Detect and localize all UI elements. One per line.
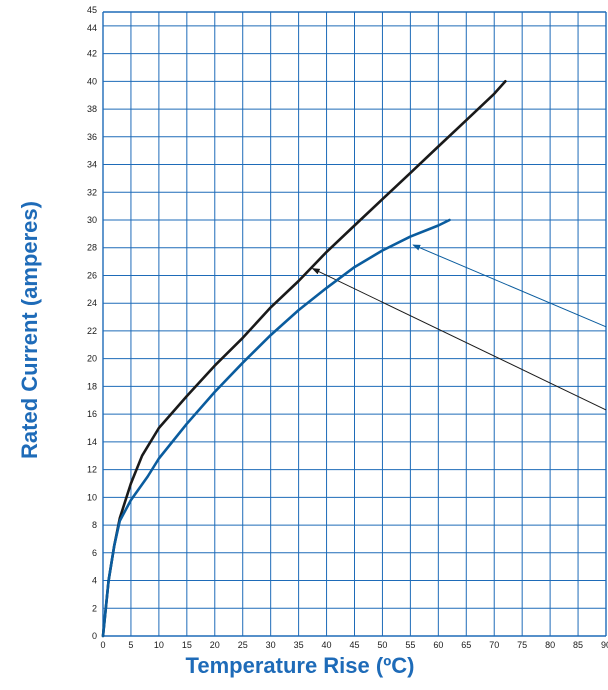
y-tick-label: 30 (87, 215, 97, 225)
x-tick-label: 70 (489, 640, 499, 650)
x-tick-label: 55 (405, 640, 415, 650)
x-tick-label: 5 (128, 640, 133, 650)
y-tick-label: 28 (87, 243, 97, 253)
y-tick-label: 8 (92, 520, 97, 530)
grid (102, 11, 607, 637)
y-tick-label: 6 (92, 548, 97, 558)
series-group (101, 80, 507, 638)
y-tick-label: 16 (87, 409, 97, 419)
y-tick-label: 26 (87, 270, 97, 280)
y-axis-title: Rated Current (amperes) (17, 201, 42, 459)
y-tick-label: 24 (87, 298, 97, 308)
y-tick-label: 14 (87, 437, 97, 447)
y-tick-label: 4 (92, 576, 97, 586)
x-axis-title: Temperature Rise (ºC) (186, 653, 415, 678)
series-line-black (101, 80, 507, 638)
x-tick-label: 0 (100, 640, 105, 650)
x-tick-label: 75 (517, 640, 527, 650)
annotation-arrow (311, 268, 607, 411)
annotation-arrows (311, 244, 607, 411)
x-tick-label: 60 (433, 640, 443, 650)
series-line-blue (101, 218, 451, 638)
y-tick-label: 20 (87, 354, 97, 364)
annotation-arrow (412, 244, 607, 328)
x-tick-label: 50 (377, 640, 387, 650)
x-tick-label: 90 (601, 640, 608, 650)
x-tick-label: 20 (210, 640, 220, 650)
x-tick-labels: 0 5 10 15 20 25 30 35 40 45 50 55 60 65 70 75 80 85 90 (100, 640, 608, 650)
x-tick-label: 25 (238, 640, 248, 650)
y-tick-label: 18 (87, 381, 97, 391)
y-tick-labels: 0246810121416182022242628303234363840424… (87, 5, 97, 641)
y-tick-label: 2 (92, 603, 97, 613)
y-tick-label: 45 (87, 5, 97, 15)
x-tick-label: 85 (573, 640, 583, 650)
y-tick-label: 32 (87, 187, 97, 197)
x-tick-label: 15 (182, 640, 192, 650)
x-tick-label: 65 (461, 640, 471, 650)
x-tick-label: 35 (294, 640, 304, 650)
y-tick-label: 40 (87, 76, 97, 86)
y-tick-label: 42 (87, 49, 97, 59)
y-tick-label: 38 (87, 104, 97, 114)
y-tick-label: 34 (87, 160, 97, 170)
y-tick-label: 10 (87, 492, 97, 502)
x-tick-label: 45 (349, 640, 359, 650)
y-tick-label: 0 (92, 631, 97, 641)
x-tick-label: 40 (322, 640, 332, 650)
y-tick-label: 36 (87, 132, 97, 142)
x-tick-label: 30 (266, 640, 276, 650)
y-tick-label: 44 (87, 23, 97, 33)
x-tick-label: 10 (154, 640, 164, 650)
x-tick-label: 80 (545, 640, 555, 650)
y-tick-label: 12 (87, 465, 97, 475)
y-tick-label: 22 (87, 326, 97, 336)
